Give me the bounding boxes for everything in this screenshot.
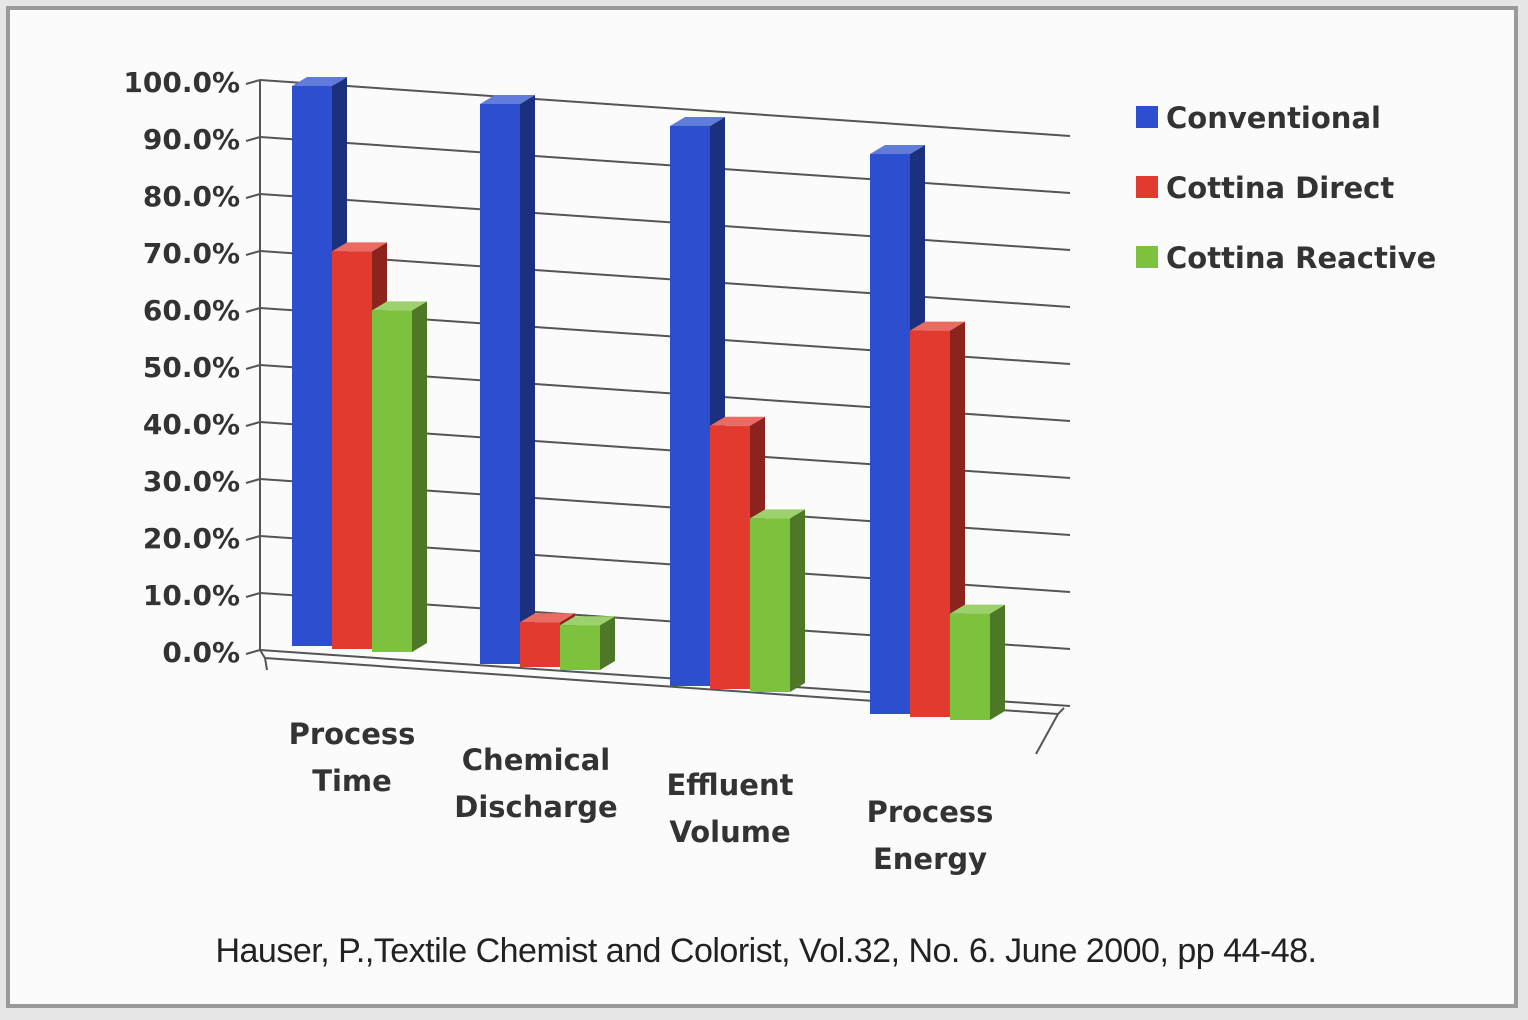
y-tick-mark <box>245 364 261 370</box>
y-tick-mark <box>245 478 261 484</box>
bar-front <box>560 625 600 670</box>
bar-top <box>520 613 575 623</box>
axes <box>245 79 1065 755</box>
y-tick-label: 60.0% <box>143 294 240 327</box>
citation-text: Hauser, P.,Textile Chemist and Colorist,… <box>215 932 1317 970</box>
y-tick-mark <box>245 136 261 142</box>
y-tick-mark <box>245 535 261 541</box>
y-axis-tick-labels: 0.0% 10.0% 20.0% 30.0% 40.0% 50.0% 60.0% 70.0% 8… <box>123 66 240 669</box>
y-tick-label: 40.0% <box>143 408 240 441</box>
bar <box>750 509 805 692</box>
bar-top <box>710 416 765 426</box>
bar-top <box>750 509 805 519</box>
y-tick-label: 70.0% <box>143 237 240 270</box>
y-tick-mark <box>245 307 261 313</box>
legend-swatch <box>1136 176 1158 198</box>
y-tick-mark <box>245 193 261 199</box>
floor-side-edge <box>1035 713 1059 755</box>
legend-swatch <box>1136 106 1158 128</box>
bar-top <box>332 242 387 252</box>
bar-side <box>990 604 1005 720</box>
bar-front <box>332 251 372 649</box>
gridline <box>259 79 1071 137</box>
bar-front <box>372 310 412 652</box>
bars <box>292 77 1005 720</box>
bar-side <box>790 509 805 692</box>
x-axis-category-labels: Process Time Chemical Discharge Effluent Volu… <box>289 717 994 876</box>
bar-top <box>292 77 347 86</box>
y-tick-label: 100.0% <box>123 66 240 99</box>
x-category-label: Process Time <box>289 717 416 798</box>
bar-front <box>950 613 990 720</box>
y-tick-mark <box>245 592 261 598</box>
x-category-label: Chemical Discharge <box>454 743 617 824</box>
bar-front <box>292 86 332 646</box>
floor-edge <box>259 649 1065 716</box>
x-category-label: Process Energy <box>867 795 994 876</box>
gridline <box>259 136 1071 194</box>
bar-front <box>910 330 950 717</box>
y-tick-label: 80.0% <box>143 180 240 213</box>
y-tick-mark <box>245 421 261 427</box>
bar-chart: 0.0% 10.0% 20.0% 30.0% 40.0% 50.0% 60.0% 70.0% 8… <box>123 66 1436 876</box>
legend-item: Conventional <box>1136 101 1381 135</box>
bar-top <box>870 145 925 154</box>
bar-front <box>670 126 710 686</box>
bar <box>950 604 1005 720</box>
legend-label: Cottina Reactive <box>1166 241 1436 275</box>
legend-item: Cottina Reactive <box>1136 241 1436 275</box>
bar-top <box>950 604 1005 614</box>
bar-side <box>412 301 427 652</box>
bar-front <box>710 425 750 689</box>
bar <box>480 95 535 664</box>
gridline <box>259 250 1071 308</box>
bar-side <box>600 616 615 670</box>
bar-front <box>520 622 560 667</box>
y-tick-mark <box>245 79 261 85</box>
bar-top <box>372 301 427 311</box>
bar-front <box>480 104 520 664</box>
bar-side <box>520 95 535 664</box>
x-category-label: Effluent Volume <box>666 768 793 849</box>
y-tick-label: 90.0% <box>143 123 240 156</box>
bar-front <box>870 154 910 714</box>
gridline <box>259 193 1071 251</box>
bar-top <box>910 321 965 331</box>
legend-item: Cottina Direct <box>1136 171 1394 205</box>
y-tick-label: 50.0% <box>143 351 240 384</box>
bar-top <box>670 117 725 126</box>
x-tick-mark <box>264 657 268 671</box>
bar <box>560 616 615 670</box>
y-tick-mark <box>245 649 261 655</box>
legend-label: Conventional <box>1166 101 1381 135</box>
legend-label: Cottina Direct <box>1166 171 1394 205</box>
bar-top <box>560 616 615 626</box>
y-tick-label: 10.0% <box>143 579 240 612</box>
legend: Conventional Cottina Direct Cottina Reacti… <box>1136 101 1436 275</box>
bar-top <box>480 95 535 104</box>
y-tick-label: 0.0% <box>162 636 240 669</box>
y-tick-mark <box>245 250 261 256</box>
legend-swatch <box>1136 246 1158 268</box>
y-tick-label: 30.0% <box>143 465 240 498</box>
bar <box>372 301 427 652</box>
bar <box>520 613 575 667</box>
y-tick-label: 20.0% <box>143 522 240 555</box>
bar-front <box>750 518 790 692</box>
figure-frame: 0.0% 10.0% 20.0% 30.0% 40.0% 50.0% 60.0% 70.0% 8… <box>6 6 1518 1008</box>
